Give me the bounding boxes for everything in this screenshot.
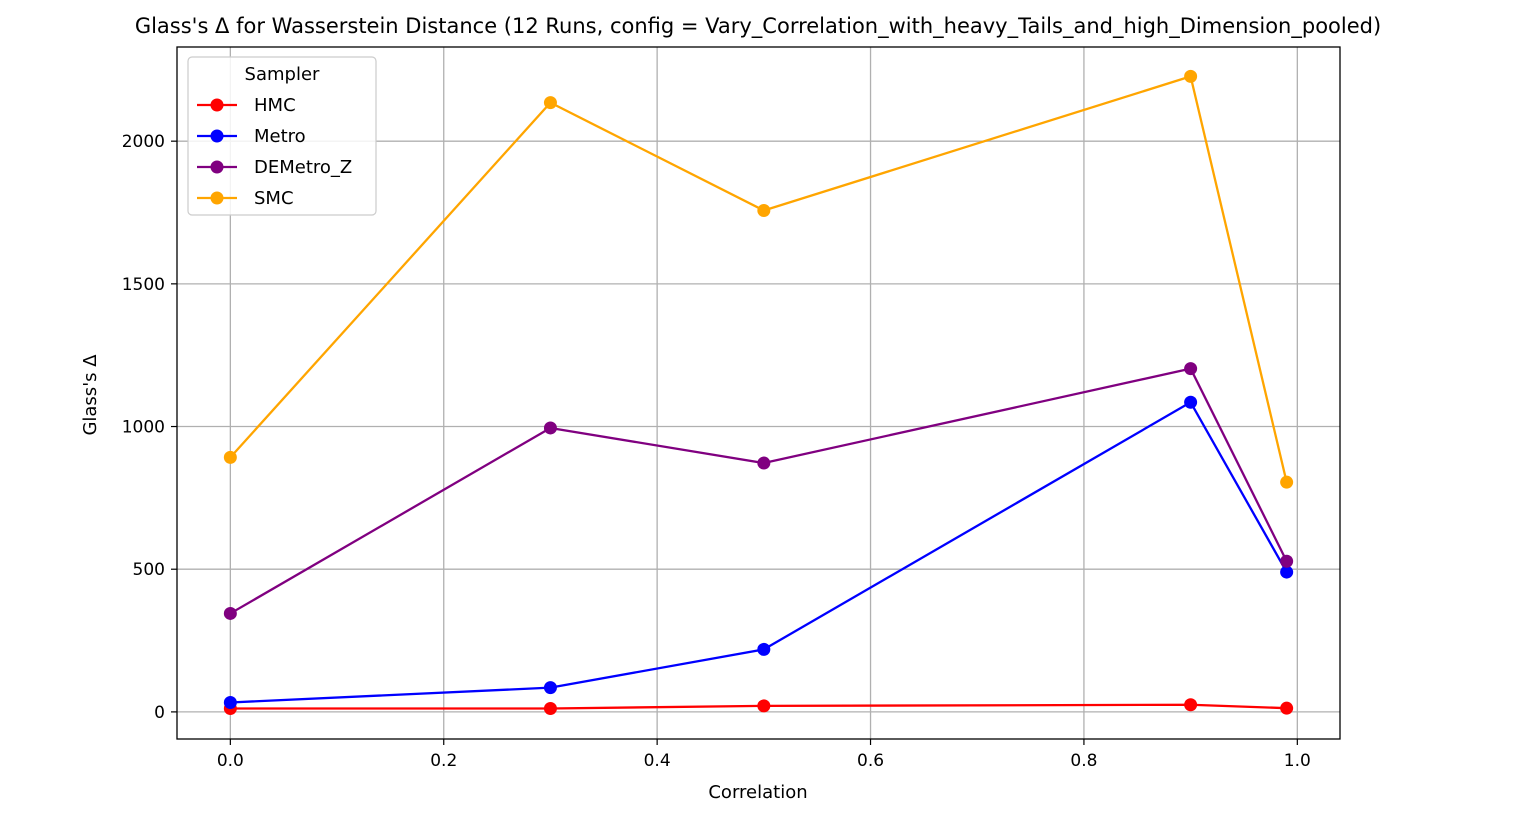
y-axis-label: Glass's Δ <box>80 354 101 436</box>
legend-entry-label: DEMetro_Z <box>254 157 352 178</box>
data-point <box>757 204 771 218</box>
data-point <box>543 96 557 110</box>
data-point <box>223 695 237 709</box>
x-tick-label: 0.0 <box>217 751 244 771</box>
legend: Sampler HMC Metro DEMetro_Z SMC <box>187 56 377 216</box>
y-tick-label: 0 <box>154 703 165 723</box>
y-tick-label: 2000 <box>122 132 165 152</box>
x-tick-label: 0.4 <box>644 751 671 771</box>
x-axis: 0.0 0.2 0.4 0.6 0.8 1.0 <box>217 739 1311 771</box>
series-line <box>230 401 1288 704</box>
series-metro <box>223 395 1294 709</box>
data-point <box>223 450 237 464</box>
data-point <box>543 681 557 695</box>
legend-swatch-marker <box>210 160 224 174</box>
data-point <box>543 701 557 715</box>
legend-box <box>187 56 377 216</box>
data-point <box>1184 395 1198 409</box>
legend-entry-label: Metro <box>254 126 306 147</box>
data-point <box>1280 565 1294 579</box>
x-tick-label: 1.0 <box>1284 751 1311 771</box>
data-point <box>757 642 771 656</box>
legend-title: Sampler <box>245 64 320 85</box>
data-point <box>1280 554 1294 568</box>
y-tick-label: 1500 <box>122 275 165 295</box>
data-point <box>223 606 237 620</box>
y-axis: 0 500 1000 1500 2000 <box>122 132 177 723</box>
series-line <box>229 75 1288 483</box>
legend-entry-label: SMC <box>254 188 294 209</box>
series-layer <box>223 69 1294 715</box>
x-tick-label: 0.6 <box>857 751 884 771</box>
y-tick-label: 1000 <box>122 418 165 438</box>
legend-entry-label: HMC <box>254 95 296 116</box>
legend-swatch-marker <box>210 191 224 205</box>
data-point <box>757 699 771 713</box>
x-tick-label: 0.2 <box>430 751 457 771</box>
data-point <box>1184 698 1198 712</box>
x-tick-label: 0.8 <box>1070 751 1097 771</box>
legend-swatch-marker <box>210 98 224 112</box>
data-point <box>543 421 557 435</box>
data-point <box>1184 362 1198 376</box>
legend-swatch-marker <box>210 129 224 143</box>
chart-title: Glass's Δ for Wasserstein Distance (12 R… <box>135 14 1381 39</box>
plot-frame <box>176 46 1341 740</box>
data-point <box>1184 69 1198 83</box>
series-demetro-z <box>223 362 1294 620</box>
data-point <box>1280 701 1294 715</box>
y-tick-label: 500 <box>133 560 165 580</box>
x-axis-label: Correlation <box>708 782 807 803</box>
series-smc <box>223 69 1294 489</box>
data-point <box>1280 475 1294 489</box>
data-point <box>757 456 771 470</box>
series-line <box>229 367 1288 615</box>
